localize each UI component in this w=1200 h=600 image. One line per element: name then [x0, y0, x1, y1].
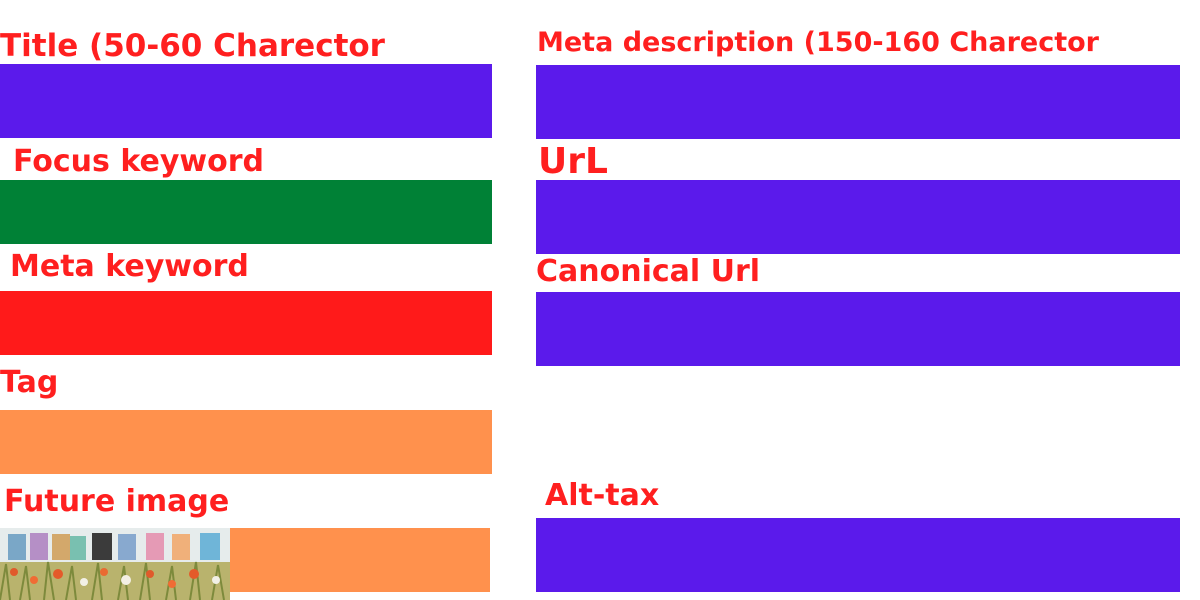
- meta-keyword-label: Meta keyword: [10, 249, 249, 284]
- meta-keyword-field[interactable]: [0, 291, 492, 355]
- canonical-url-field[interactable]: [536, 292, 1180, 366]
- focus-keyword-field[interactable]: [0, 180, 492, 244]
- tag-field[interactable]: [0, 410, 492, 474]
- focus-keyword-label: Focus keyword: [13, 144, 264, 179]
- tag-label: Tag: [0, 365, 59, 400]
- url-label: UrL: [538, 141, 608, 182]
- alt-tax-label: Alt-tax: [545, 478, 660, 513]
- url-field[interactable]: [536, 180, 1180, 254]
- meta-description-label: Meta description (150-160 Charector: [537, 27, 1099, 58]
- future-image-label: Future image: [4, 484, 230, 519]
- title-label: Title (50-60 Charector: [0, 28, 385, 64]
- alt-tax-field[interactable]: [536, 518, 1180, 592]
- meta-description-field[interactable]: [536, 65, 1180, 139]
- title-field[interactable]: [0, 64, 492, 138]
- future-image-thumbnail: [0, 528, 230, 600]
- flower-field-products-icon: [0, 528, 230, 600]
- canonical-url-label: Canonical Url: [536, 254, 761, 289]
